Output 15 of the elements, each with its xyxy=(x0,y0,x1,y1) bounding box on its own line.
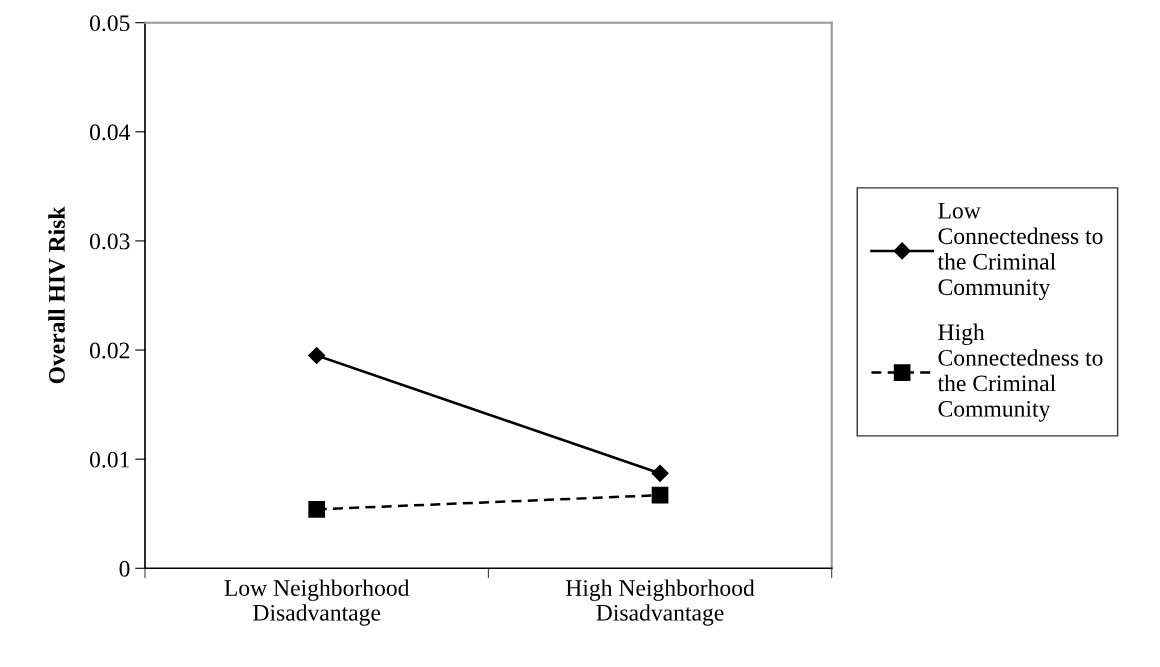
y-axis-title: Overall HIV Risk xyxy=(48,206,65,384)
legend-label: High Connectedness to the Criminal Community xyxy=(937,323,1103,422)
point xyxy=(651,464,669,482)
y-tick-label: 0.01 xyxy=(90,451,129,468)
y-tick-label: 0.03 xyxy=(90,233,130,250)
x-tick-label: Low Neighborhood Disadvantage xyxy=(224,579,410,626)
point xyxy=(308,501,326,518)
point xyxy=(651,486,669,504)
y-tick-label: 0 xyxy=(119,560,130,577)
x-tick-label: High Neighborhood Disadvantage xyxy=(565,579,755,626)
legend-label: Low Connectedness to the Criminal Community xyxy=(937,202,1103,301)
y-tick-label: 0.02 xyxy=(90,342,130,359)
y-tick-label: 0.04 xyxy=(90,124,131,141)
point xyxy=(308,346,326,365)
y-tick-label: 0.05 xyxy=(90,15,130,32)
